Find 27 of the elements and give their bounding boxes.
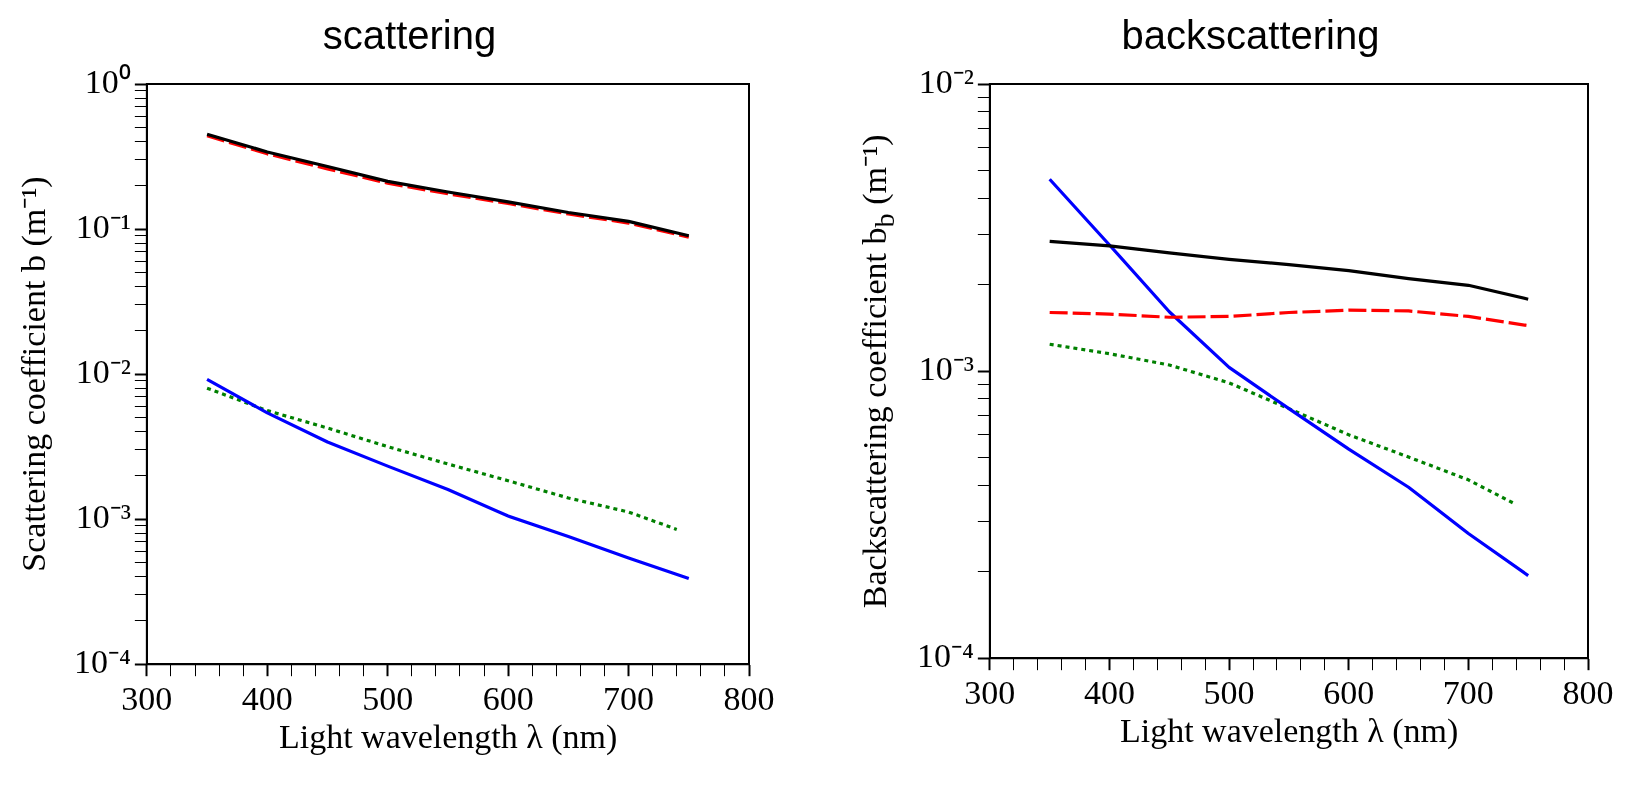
- y-tick-label: 10⁻⁴: [73, 643, 131, 681]
- y-tick-label: 10⁻²: [75, 353, 131, 391]
- x-tick-label: 700: [603, 679, 655, 717]
- y-axis-title: Scattering coefficient b (m⁻¹): [14, 176, 54, 572]
- x-tick-label: 700: [1442, 673, 1494, 711]
- x-tick-label: 600: [482, 679, 534, 717]
- y-tick-label: 10⁻³: [75, 498, 131, 536]
- x-tick-label: 500: [362, 679, 414, 717]
- y-tick-label: 10⁻²: [918, 62, 974, 100]
- x-tick-label: 600: [1323, 673, 1375, 711]
- x-axis-title: Light wavelength λ (nm): [1119, 712, 1459, 751]
- line-series: [1048, 308, 1530, 328]
- x-tick-label: 400: [241, 679, 293, 717]
- chart-title: backscattering: [1121, 13, 1380, 58]
- x-tick-label: 500: [1203, 673, 1255, 711]
- x-tick-label: 800: [723, 679, 775, 717]
- y-tick-label: 10⁻¹: [75, 207, 131, 245]
- x-axis-title: Light wavelength λ (nm): [278, 718, 618, 757]
- line-series: [205, 386, 679, 531]
- x-tick-label: 300: [121, 679, 173, 717]
- y-tick-label: 10⁰: [84, 62, 131, 100]
- x-tick-label: 400: [1083, 673, 1135, 711]
- x-tick-label: 800: [1562, 673, 1614, 711]
- x-tick-label: 300: [964, 673, 1016, 711]
- y-tick-label: 10⁻⁴: [916, 637, 974, 675]
- chart-title: scattering: [322, 13, 497, 58]
- y-tick-label: 10⁻³: [918, 350, 974, 388]
